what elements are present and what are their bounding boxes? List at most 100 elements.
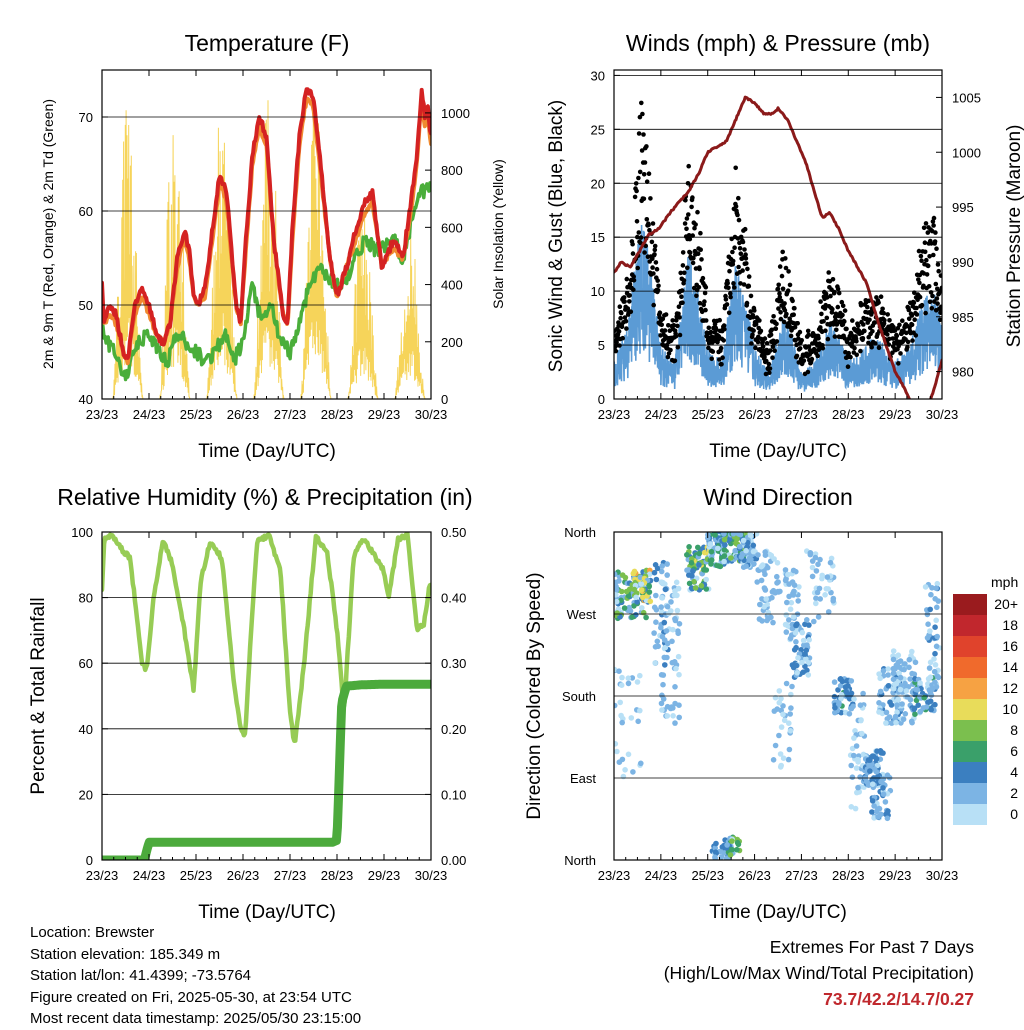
direction-point [715,563,722,569]
direction-point [662,586,669,593]
gust-point [852,345,857,351]
gust-point [750,332,755,338]
legend-label: 16 [1002,638,1018,654]
gust-point [869,344,874,350]
direction-point [676,702,682,708]
direction-point [913,686,919,693]
gust-point [828,293,833,299]
direction-point [721,553,728,559]
direction-point [780,703,786,709]
direction-point [822,592,828,598]
gust-point [637,169,643,175]
y-tick-label: 0 [598,392,605,407]
direction-point [625,680,632,687]
gust-point [651,271,656,276]
direction-point [848,762,854,769]
direction-point [660,681,666,688]
temperature-panel: Temperature (F) 40 50 60 70 0 200 400 600 800 100… [40,30,506,462]
gust-point [627,293,632,298]
direction-point [658,700,665,707]
direction-point [813,600,819,607]
gust-point [897,322,902,328]
direction-point [795,598,801,604]
gust-point [614,336,620,342]
direction-point [849,745,856,752]
gust-point [698,247,703,252]
direction-point [755,552,761,558]
gust-point [674,318,679,323]
speed-legend: mph 20+ 18 16 14 12 10 8 6 4 2 0 [953,574,1018,825]
direction-point [887,699,893,705]
direction-plot [614,532,942,860]
direction-point [721,850,727,856]
gust-point [805,369,811,375]
gust-point [675,323,680,329]
direction-point [931,668,938,675]
direction-point [753,532,760,537]
gust-point [882,317,887,323]
gust-point [931,223,936,228]
x-tick-label: 28/23 [832,407,865,422]
humidity-xlabel: Time (Day/UTC) [198,902,336,923]
x-tick-label: 27/23 [785,407,818,422]
gust-point [787,282,793,288]
direction-point [805,672,812,678]
direction-point [800,637,807,644]
direction-point [884,815,891,822]
gust-point [922,249,928,255]
direction-point [885,672,891,678]
direction-point [825,586,831,592]
humidity-ylabel: Percent & Total Rainfall [28,597,49,794]
direction-point [750,548,757,555]
direction-point [790,592,797,598]
direction-point [787,711,793,717]
direction-point [651,569,658,576]
gust-point [639,100,644,106]
direction-point [737,532,744,538]
gust-point [639,148,645,153]
direction-point [884,772,891,778]
gust-point [656,283,661,289]
direction-point [721,558,727,565]
x-tick-label: 27/23 [274,407,307,422]
gust-point [638,235,644,240]
direction-point [672,720,678,726]
gust-point [931,215,937,221]
direction-point [922,584,929,590]
gust-point [918,253,924,259]
direction-point [621,605,628,611]
direction-point [830,598,836,604]
direction-point [770,619,776,626]
direction-point [917,680,923,686]
gust-point [917,280,922,286]
direction-point [660,696,667,702]
gust-point [830,277,836,282]
direction-point [686,580,693,587]
gust-point [728,294,733,300]
y-tick-label: 100 [71,525,93,540]
gust-point [905,339,911,345]
gust-point [748,309,753,314]
direction-point [690,568,696,574]
gust-point [752,308,757,313]
direction-point [876,671,882,677]
gust-point [809,356,815,362]
gust-point [720,355,725,361]
x-tick-label: 29/23 [879,407,912,422]
gust-point [631,274,636,279]
direction-point [897,674,904,681]
temperature-2m-line [102,87,431,360]
direction-point [888,720,895,726]
direction-point [708,548,715,555]
gust-point [649,239,655,245]
gust-point [934,296,940,301]
direction-point [851,696,857,702]
direction-point [893,680,900,687]
gust-point [835,286,841,292]
direction-point [880,668,887,674]
gust-point [788,333,794,339]
direction-point [877,675,883,682]
y2-tick-label: 985 [952,310,974,325]
direction-point [836,700,842,706]
direction-point [869,777,875,783]
